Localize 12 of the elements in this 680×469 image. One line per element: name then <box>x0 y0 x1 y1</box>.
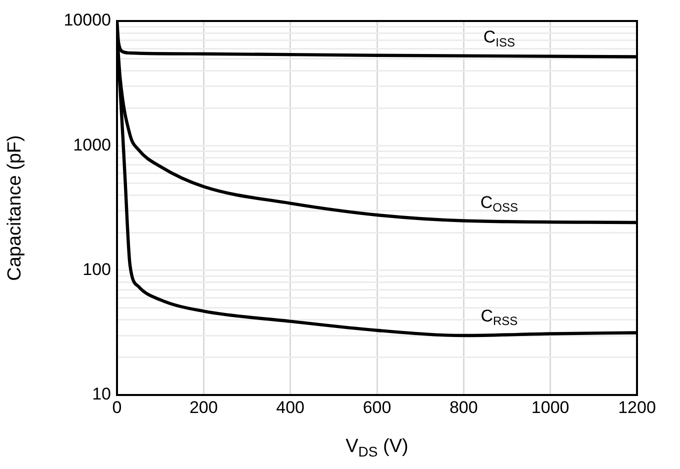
x-tick-label: 0 <box>112 398 122 417</box>
y-tick-label: 10000 <box>64 10 111 30</box>
x-tick-label: 400 <box>276 398 305 417</box>
x-tick-label: 600 <box>362 398 392 417</box>
x-tick-label: 200 <box>189 398 218 417</box>
y-tick-label: 100 <box>82 260 111 280</box>
x-tick-label: 1000 <box>531 398 570 417</box>
x-tick-label: 800 <box>449 398 478 417</box>
y-axis-title: Capacitance (pF) <box>4 135 26 281</box>
y-tick-label: 10 <box>92 384 111 404</box>
y-tick-label: 1000 <box>73 135 111 154</box>
x-tick-label: 1200 <box>618 398 656 417</box>
